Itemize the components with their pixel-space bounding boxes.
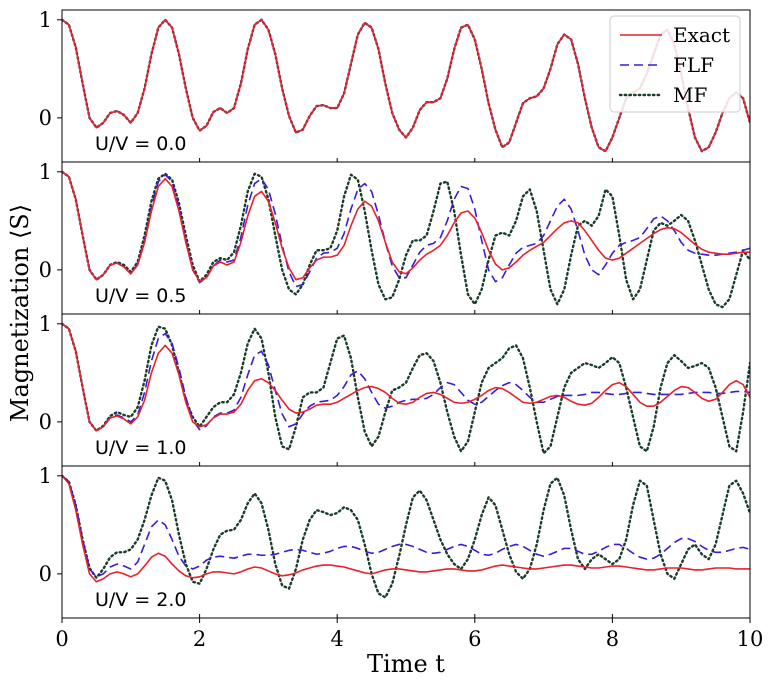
y-tick-label: 0 <box>39 562 52 586</box>
legend: Exact FLF MF <box>609 15 741 113</box>
x-tick-label: 6 <box>468 627 481 651</box>
legend-label-exact: Exact <box>673 23 730 47</box>
panel-3: 0 1 U/V = 2.0 <box>39 464 751 619</box>
panel-2: 0 1 U/V = 1.0 <box>39 312 751 467</box>
series-line-exact-panel-3 <box>62 475 750 583</box>
series-line-mf-panel-2 <box>62 322 750 455</box>
series-line-mf-panel-1 <box>62 170 750 309</box>
y-tick-label: 0 <box>39 258 52 282</box>
y-tick-label: 0 <box>39 106 52 130</box>
panel-label: U/V = 2.0 <box>95 589 187 611</box>
x-tick-label: 10 <box>737 627 764 651</box>
panel-label: U/V = 0.5 <box>95 285 187 307</box>
legend-label-flf: FLF <box>673 53 714 77</box>
x-tick-label: 8 <box>606 627 619 651</box>
panel-1: 0 1 U/V = 0.5 <box>39 160 751 315</box>
panel-label: U/V = 0.0 <box>95 133 187 155</box>
panel-label: U/V = 1.0 <box>95 437 187 459</box>
series-line-exact-panel-1 <box>62 171 750 283</box>
x-tick-label: 0 <box>55 627 68 651</box>
panel-frame <box>61 465 751 619</box>
y-axis-label: Magnetization ⟨S⟩ <box>6 204 34 422</box>
series-line-mf-panel-3 <box>62 474 750 599</box>
y-tick-label: 0 <box>39 410 52 434</box>
y-tick-label: 1 <box>39 464 52 488</box>
y-tick-label: 1 <box>39 160 52 184</box>
series-line-exact-panel-2 <box>62 323 750 432</box>
x-axis-label: Time t <box>367 650 445 678</box>
y-tick-label: 1 <box>39 312 52 336</box>
panels: 0 1 U/V = 0.0 0 1 U/V = 0.5 0 1 U/V = 1.0 0 1 U/V =… <box>39 8 751 619</box>
x-tick-label: 4 <box>331 627 344 651</box>
series-line-flf-panel-1 <box>62 171 750 288</box>
series-line-flf-panel-3 <box>62 475 750 578</box>
x-axis-ticks: 0 2 4 6 8 10 <box>55 618 763 651</box>
legend-box <box>609 15 741 113</box>
y-tick-label: 1 <box>39 8 52 32</box>
legend-label-mf: MF <box>673 83 707 107</box>
series-line-flf-panel-2 <box>62 323 750 432</box>
x-tick-label: 2 <box>193 627 206 651</box>
